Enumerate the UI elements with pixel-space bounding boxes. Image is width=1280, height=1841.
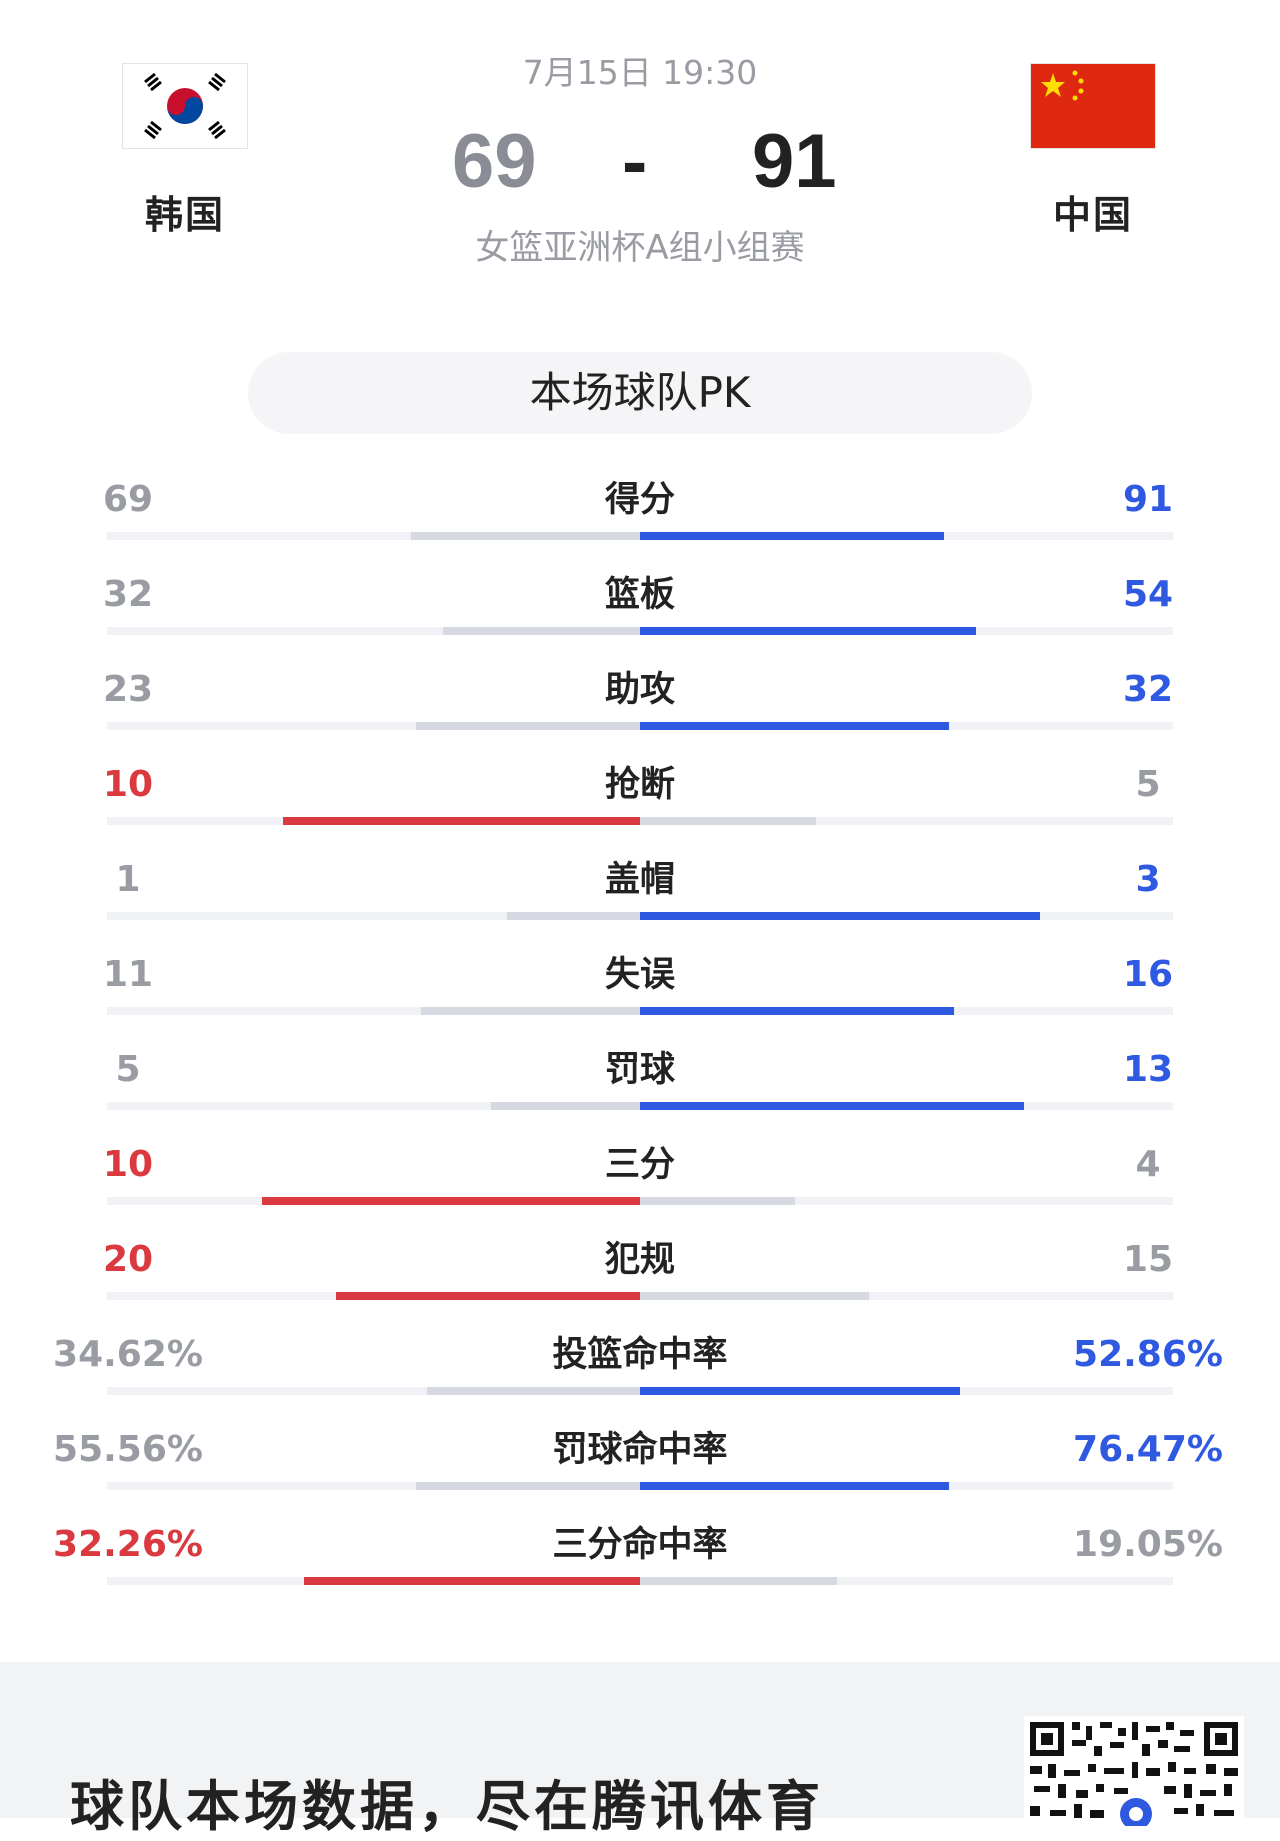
stat-label: 得分 [604,480,675,520]
home-stat-value: 69 [102,479,154,520]
away-stat-value: 19.05% [1073,1524,1223,1565]
stat-row: 20 犯规 15 [0,1238,1280,1328]
stat-label: 投篮命中率 [552,1335,728,1375]
match-header: 韩国 7月15日 19:30 69 - 91 女篮亚洲杯A组小组赛 中国 [0,0,1280,300]
away-stat-value: 91 [1122,479,1174,520]
home-stat-value: 1 [115,859,141,900]
competition-name: 女篮亚洲杯A组小组赛 [475,228,805,268]
footer-banner: 球队本场数据，尽在腾讯体育 [0,1662,1280,1838]
away-stat-value: 4 [1135,1144,1161,1185]
away-score: 91 [752,119,837,204]
home-stat-bar [262,1197,640,1205]
away-stat-value: 13 [1122,1049,1174,1090]
away-stat-bar [640,817,816,825]
home-stat-value: 10 [102,1144,154,1185]
home-stat-bar [283,817,640,825]
home-stat-value: 11 [102,954,154,995]
away-stat-value: 3 [1135,859,1161,900]
home-stat-bar [416,1482,640,1490]
away-stat-bar [640,1102,1024,1110]
match-time: 7月15日 19:30 [522,53,758,92]
stat-label: 助攻 [604,670,675,710]
stat-label: 失误 [604,955,675,995]
stat-label: 盖帽 [604,860,675,900]
home-team[interactable]: 韩国 [120,64,250,239]
away-stat-value: 32 [1122,669,1174,710]
stat-row: 10 三分 4 [0,1143,1280,1233]
stat-label: 三分 [604,1145,675,1185]
team-pk-tab[interactable]: 本场球队PK [248,352,1032,434]
home-stat-bar [421,1007,640,1015]
home-stat-bar [443,627,640,635]
stat-row: 11 失误 16 [0,953,1280,1043]
stat-row: 5 罚球 13 [0,1048,1280,1138]
home-stat-value: 10 [102,764,154,805]
home-stat-bar [491,1102,640,1110]
away-team[interactable]: 中国 [1028,64,1158,239]
stat-row: 1 盖帽 3 [0,858,1280,948]
stat-label: 三分命中率 [552,1525,728,1565]
stat-label: 罚球命中率 [552,1430,728,1470]
home-stat-value: 32.26% [53,1524,203,1565]
away-stat-bar [640,1197,795,1205]
home-stat-bar [416,722,640,730]
stat-row: 34.62% 投篮命中率 52.86% [0,1333,1280,1423]
away-stat-bar [640,1387,960,1395]
away-stat-bar [640,722,949,730]
home-stat-bar [411,532,640,540]
away-stat-bar [640,912,1040,920]
footer-slogan: 球队本场数据，尽在腾讯体育 [70,1775,824,1838]
home-score: 69 [452,119,537,204]
away-stat-value: 5 [1135,764,1161,805]
away-stat-bar [640,1292,869,1300]
home-stat-bar [507,912,640,920]
away-stat-value: 16 [1122,954,1174,995]
home-stat-value: 20 [102,1239,154,1280]
away-stat-bar [640,1007,954,1015]
china-flag-icon [1031,64,1155,148]
away-stat-bar [640,1482,949,1490]
home-team-name: 韩国 [144,193,225,237]
stat-row: 10 抢断 5 [0,763,1280,853]
stat-row: 32 篮板 54 [0,573,1280,663]
away-stat-bar [640,1577,837,1585]
score-separator: - [622,119,648,204]
away-stat-value: 52.86% [1073,1334,1223,1375]
stat-row: 32.26% 三分命中率 19.05% [0,1523,1280,1613]
qr-code-icon[interactable] [1024,1716,1244,1826]
home-stat-value: 23 [102,669,154,710]
home-stat-value: 55.56% [53,1429,203,1470]
home-stat-value: 5 [115,1049,141,1090]
stat-row: 69 得分 91 [0,478,1280,568]
stat-label: 犯规 [604,1240,675,1280]
stat-label: 篮板 [604,575,675,615]
away-stat-bar [640,532,944,540]
away-stat-bar [640,627,976,635]
home-stat-bar [304,1577,640,1585]
home-stat-value: 34.62% [53,1334,203,1375]
stat-row: 23 助攻 32 [0,668,1280,758]
stat-label: 罚球 [604,1050,675,1090]
home-stat-bar [427,1387,640,1395]
away-stat-value: 76.47% [1073,1429,1223,1470]
stat-label: 抢断 [604,765,675,805]
home-stat-bar [336,1292,640,1300]
away-stat-value: 15 [1122,1239,1174,1280]
stat-row: 55.56% 罚球命中率 76.47% [0,1428,1280,1518]
south-korea-flag-icon [123,64,247,148]
away-team-name: 中国 [1052,193,1133,237]
away-stat-value: 54 [1122,574,1174,615]
home-stat-value: 32 [102,574,154,615]
